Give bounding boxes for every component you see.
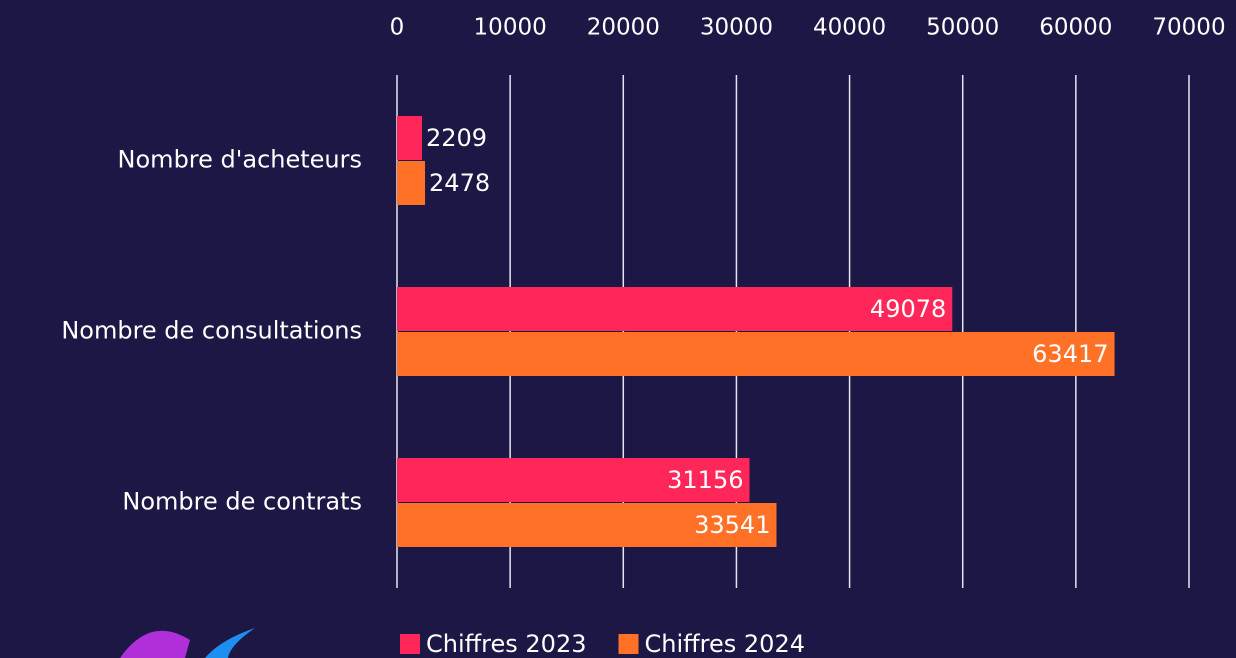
x-tick-label: 0 [390, 15, 405, 41]
y-tick-label: Nombre d'acheteurs [118, 146, 362, 174]
value-label: 31156 [667, 466, 743, 494]
bar [397, 287, 953, 331]
bar [397, 116, 422, 160]
value-label: 2478 [429, 169, 490, 197]
y-tick-label: Nombre de consultations [61, 317, 362, 345]
value-label: 49078 [870, 295, 946, 323]
value-label: 2209 [426, 124, 487, 152]
x-tick-label: 10000 [474, 15, 547, 41]
x-tick-label: 20000 [587, 15, 660, 41]
value-label: 33541 [694, 511, 770, 539]
legend-swatch [400, 634, 420, 654]
bar [397, 458, 750, 502]
y-tick-label: Nombre de contrats [122, 488, 362, 516]
logo-shape [120, 630, 190, 658]
x-tick-label: 60000 [1039, 15, 1112, 41]
value-label: 63417 [1032, 340, 1108, 368]
logo-shape [205, 628, 255, 658]
legend-label: Chiffres 2024 [645, 630, 806, 658]
x-tick-label: 40000 [813, 15, 886, 41]
legend-label: Chiffres 2023 [426, 630, 587, 658]
x-tick-label: 70000 [1152, 15, 1225, 41]
bar [397, 161, 426, 205]
x-tick-label: 30000 [700, 15, 773, 41]
bar [397, 332, 1115, 376]
bar [397, 503, 777, 547]
logo [120, 628, 255, 658]
legend-swatch [618, 634, 639, 654]
x-tick-label: 50000 [926, 15, 999, 41]
